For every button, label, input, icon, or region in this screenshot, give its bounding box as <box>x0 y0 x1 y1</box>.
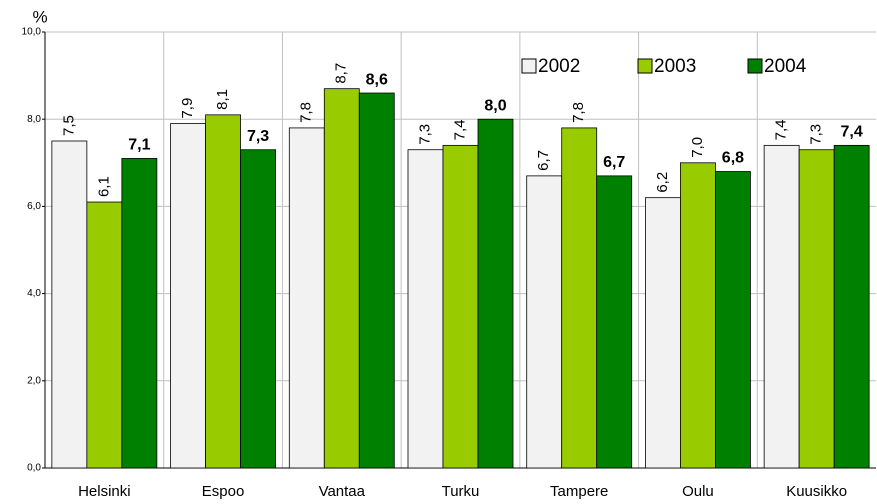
y-tick-label: 10,0 <box>22 27 42 38</box>
legend-swatch <box>637 58 653 74</box>
legend-swatch <box>747 58 763 74</box>
y-tick-label: 8,0 <box>27 114 41 125</box>
bar <box>86 201 123 469</box>
x-tick-label: Helsinki <box>78 483 131 500</box>
bar <box>526 175 563 469</box>
value-label: 6,7 <box>535 150 552 171</box>
bar <box>51 140 88 469</box>
value-label: 7,3 <box>416 124 433 145</box>
x-tick-label: Tampere <box>550 483 608 500</box>
value-label: 6,7 <box>603 154 625 171</box>
x-tick-label: Turku <box>442 483 480 500</box>
value-label: 7,4 <box>841 124 863 141</box>
bar <box>121 158 158 469</box>
x-tick-label: Vantaa <box>319 483 366 500</box>
bar <box>833 144 870 469</box>
bar <box>680 162 716 469</box>
value-label: 7,1 <box>128 137 150 154</box>
value-label: 7,0 <box>689 137 706 158</box>
bar <box>715 171 751 469</box>
bar <box>442 144 479 469</box>
bar <box>358 92 395 469</box>
bar <box>407 149 444 469</box>
x-tick-label: Espoo <box>202 483 245 500</box>
value-label: 8,7 <box>333 63 350 84</box>
value-label: 6,1 <box>95 176 112 197</box>
value-label: 7,3 <box>247 128 269 145</box>
value-label: 7,5 <box>60 115 77 136</box>
value-label: 8,1 <box>214 89 231 110</box>
y-tick-label: 6,0 <box>27 201 41 212</box>
y-tick-label: 4,0 <box>27 288 41 299</box>
y-tick-label: 0,0 <box>27 463 41 474</box>
x-tick-label: Oulu <box>682 483 714 500</box>
y-tick-label: 2,0 <box>27 375 41 386</box>
bar <box>763 144 800 469</box>
value-label: 7,8 <box>298 102 315 123</box>
value-label: 7,4 <box>773 120 790 141</box>
value-label: 7,9 <box>179 98 196 119</box>
value-label: 8,0 <box>484 97 506 114</box>
legend-label: 2002 <box>538 56 580 77</box>
bar <box>596 175 633 469</box>
legend-label: 2004 <box>764 56 807 77</box>
value-label: 7,8 <box>570 102 587 123</box>
bar <box>240 149 276 469</box>
legend-label: 2003 <box>654 56 696 77</box>
y-axis-label: % <box>32 7 47 26</box>
value-label: 6,8 <box>722 150 744 167</box>
legend-swatch <box>521 58 537 74</box>
bar <box>323 88 360 469</box>
bar <box>205 114 241 469</box>
bar <box>170 123 206 469</box>
bar <box>561 127 598 469</box>
value-label: 7,3 <box>808 124 825 145</box>
value-label: 8,6 <box>366 71 388 88</box>
x-tick-label: Kuusikko <box>786 483 847 500</box>
bar <box>645 197 681 469</box>
bar <box>288 127 325 469</box>
value-label: 6,2 <box>654 172 671 193</box>
bar <box>798 149 835 469</box>
value-label: 7,4 <box>451 120 468 141</box>
bar <box>477 118 514 469</box>
